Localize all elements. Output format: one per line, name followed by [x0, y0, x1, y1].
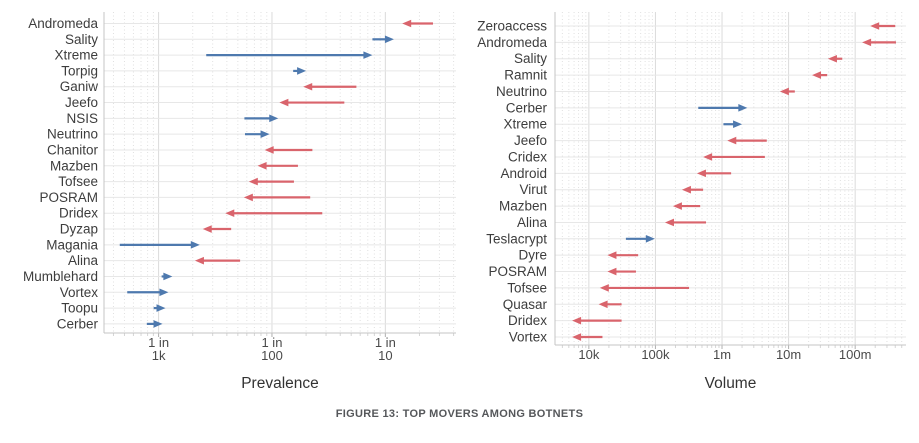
category-label: Chanitor: [47, 142, 99, 157]
volume-chart: 10k 100k 1m 10m 100m Volume ZeroaccessAndromed…: [477, 12, 906, 392]
category-label: Andromeda: [477, 35, 547, 50]
arrow-posram: [607, 267, 636, 276]
arrow-sality: [372, 35, 394, 44]
arrow-mazben: [257, 161, 298, 170]
arrow-jeefo: [279, 98, 345, 107]
category-label: Cerber: [506, 100, 548, 115]
category-label: Android: [500, 166, 547, 181]
category-label: Cridex: [508, 149, 547, 164]
x-tick-label: 100m: [839, 347, 872, 362]
x-tick-label: 100k: [641, 347, 670, 362]
arrow-quasar: [598, 300, 622, 309]
arrow-cridex: [703, 153, 765, 161]
x-tick-label: 10m: [776, 347, 801, 362]
x-tick-labels: 1 in 1k 1 in 100 1 in 10: [148, 335, 396, 363]
category-label: NSIS: [66, 111, 98, 126]
category-label: Dridex: [59, 206, 98, 221]
arrow-cerber: [698, 104, 748, 112]
arrow-xtreme: [206, 51, 373, 59]
category-label: Dridex: [508, 313, 547, 328]
category-label: Mazben: [499, 199, 547, 214]
arrow-posram: [243, 193, 311, 202]
category-label: Sality: [65, 32, 98, 47]
category-label: Xtreme: [503, 117, 547, 132]
arrow-mumblehard: [161, 272, 173, 281]
arrow-vortex: [572, 333, 603, 341]
arrow-magania: [119, 241, 200, 249]
category-label: Jeefo: [514, 133, 547, 148]
category-label: Zeroaccess: [477, 19, 547, 34]
category-label: POSRAM: [488, 264, 547, 279]
category-label: POSRAM: [39, 190, 98, 205]
category-label: Andromeda: [28, 16, 98, 31]
gridlines: [554, 12, 906, 349]
arrow-virut: [681, 185, 704, 194]
category-label: Magania: [46, 237, 98, 252]
category-label: Teslacrypt: [486, 231, 547, 246]
arrow-neutrino: [244, 130, 270, 138]
arrow-dridex: [225, 209, 323, 218]
category-label: Mazben: [50, 158, 98, 173]
category-label: Toopu: [61, 301, 98, 316]
category-label: Dyre: [518, 248, 547, 263]
arrow-toopu: [153, 304, 166, 312]
arrow-ganiw: [303, 82, 357, 91]
x-tick-label: 1m: [713, 347, 731, 362]
category-label: Tofsee: [507, 280, 547, 295]
category-label: Neutrino: [47, 127, 98, 142]
arrow-tofsee: [599, 284, 690, 292]
arrow-cerber: [146, 320, 163, 328]
category-label: Virut: [519, 182, 547, 197]
category-label: Xtreme: [54, 48, 98, 63]
x-tick-label: 1 in 100: [261, 335, 283, 363]
arrow-zeroaccess: [870, 22, 896, 30]
arrow-dyre: [607, 251, 639, 259]
category-label: Quasar: [503, 297, 548, 312]
arrow-ramnit: [812, 71, 828, 79]
category-label: Ramnit: [504, 68, 547, 83]
arrow-chanitor: [264, 146, 313, 154]
category-label: Alina: [68, 253, 99, 268]
category-label: Mumblehard: [23, 269, 98, 284]
category-label: Torpig: [61, 63, 98, 78]
arrow-neutrino: [779, 87, 795, 96]
arrow-dridex: [572, 316, 622, 325]
category-label: Vortex: [60, 285, 99, 300]
arrow-vortex: [127, 288, 169, 297]
arrow-nsis: [244, 114, 279, 123]
figure-caption: FIGURE 13: TOP MOVERS AMONG BOTNETS: [335, 408, 584, 420]
x-tick-labels: 10k 100k 1m 10m 100m: [578, 347, 871, 362]
category-label: Ganiw: [60, 79, 99, 94]
category-label: Dyzap: [60, 222, 98, 237]
arrow-sality: [827, 54, 843, 63]
arrow-mazben: [672, 202, 701, 210]
x-axis-title: Volume: [705, 375, 757, 392]
x-axis-title: Prevalence: [241, 375, 319, 392]
arrow-andromeda: [862, 38, 896, 47]
category-label: Neutrino: [496, 84, 547, 99]
arrow-android: [696, 169, 732, 178]
x-tick-label: 10k: [578, 347, 599, 362]
arrow-alina: [194, 256, 241, 265]
charts-row: 1 in 1k 1 in 100 1 in 10 Prevalence Andromeda Sa…: [23, 12, 906, 392]
category-label: Alina: [517, 215, 548, 230]
gridlines: [103, 12, 456, 337]
arrow-teslacrypt: [625, 235, 655, 243]
arrow-torpig: [293, 67, 307, 75]
category-label: Jeefo: [65, 95, 98, 110]
prevalence-chart: 1 in 1k 1 in 100 1 in 10 Prevalence AndromedaSa…: [23, 12, 456, 392]
x-tick-label: 1 in 1k: [148, 335, 169, 363]
arrow-andromeda: [402, 19, 433, 28]
arrow-xtreme: [723, 120, 743, 129]
x-tick-label: 1 in 10: [375, 335, 396, 363]
category-label: Cerber: [57, 316, 99, 331]
category-label: Sality: [514, 51, 547, 66]
category-label: Vortex: [509, 330, 548, 345]
arrow-dyzap: [202, 225, 232, 233]
category-label: Tofsee: [58, 174, 98, 189]
arrow-alina: [664, 218, 707, 227]
arrow-tofsee: [248, 177, 294, 186]
arrow-jeefo: [727, 136, 767, 145]
